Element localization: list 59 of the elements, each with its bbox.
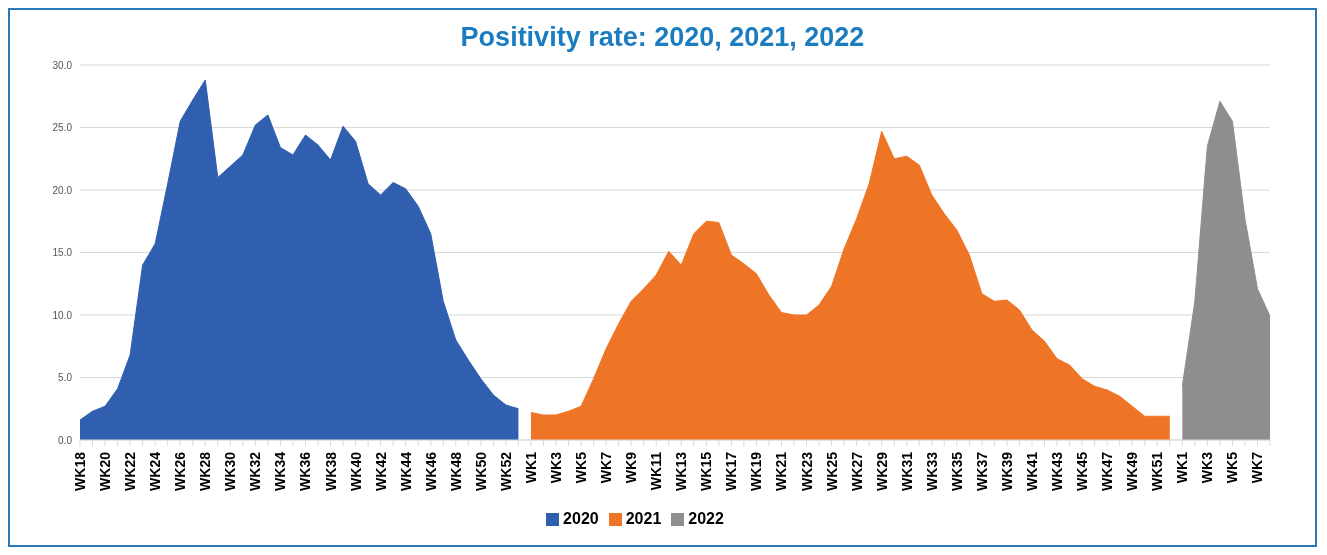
x-tick-label: WK3 [1199, 451, 1216, 484]
x-tick-label: WK38 [322, 451, 339, 491]
x-tick-label: WK23 [798, 451, 815, 491]
x-tick-label: WK33 [923, 451, 940, 491]
chart-title: Positivity rate: 2020, 2021, 2022 [459, 22, 866, 53]
x-tick-label: WK1 [522, 451, 539, 484]
x-tick-label: WK50 [472, 451, 489, 491]
x-tick-label: WK37 [973, 451, 990, 491]
x-tick-label: WK32 [247, 451, 264, 491]
y-tick-label: 0.0 [58, 434, 73, 446]
x-tick-label: WK24 [147, 451, 164, 491]
x-tick-label: WK3 [548, 451, 564, 484]
x-tick-label: WK39 [998, 451, 1015, 491]
legend-label: 2021 [625, 510, 662, 527]
x-tick-label: WK44 [397, 451, 414, 491]
x-tick-label: WK13 [673, 451, 690, 491]
y-tick-label: 15.0 [52, 247, 73, 259]
x-tick-label: WK19 [748, 451, 765, 491]
x-tick-label: WK46 [422, 451, 439, 491]
legend-label: 2020 [563, 510, 599, 527]
x-tick-label: WK52 [497, 451, 514, 491]
y-tick-label: 5.0 [58, 372, 73, 384]
x-tick-label: WK49 [1124, 451, 1141, 491]
x-tick-label: WK15 [698, 451, 715, 491]
y-tick-label: 30.0 [52, 59, 73, 71]
x-tick-label: WK28 [197, 451, 214, 491]
x-tick-label: WK22 [122, 451, 139, 491]
y-tick-label: 25.0 [52, 122, 73, 134]
x-tick-label: WK40 [347, 451, 364, 491]
y-tick-label: 10.0 [52, 309, 73, 321]
x-tick-label: WK45 [1074, 451, 1091, 491]
x-tick-label: WK21 [773, 451, 790, 491]
x-tick-label: WK18 [72, 451, 88, 491]
x-tick-label: WK17 [723, 451, 740, 491]
x-tick-label: WK43 [1049, 451, 1066, 491]
x-tick-label: WK26 [172, 451, 189, 491]
x-tick-label: WK27 [848, 451, 865, 491]
x-tick-label: WK5 [1224, 451, 1241, 484]
x-tick-label: WK29 [873, 451, 890, 491]
x-tick-label: WK11 [648, 451, 665, 491]
x-tick-label: WK47 [1099, 451, 1116, 491]
x-tick-label: WK34 [272, 451, 289, 491]
x-tick-label: WK7 [1249, 451, 1266, 484]
x-tick-label: WK41 [1024, 451, 1040, 491]
x-tick-label: WK20 [97, 451, 114, 491]
x-tick-label: WK30 [222, 451, 239, 491]
x-tick-label: WK36 [297, 451, 314, 491]
x-tick-label: WK51 [1149, 451, 1166, 491]
x-tick-label: WK9 [623, 451, 640, 484]
x-tick-label: WK31 [898, 451, 915, 491]
y-tick-label: 20.0 [52, 184, 73, 196]
x-tick-label: WK5 [573, 451, 590, 484]
x-tick-label: WK42 [372, 451, 389, 491]
x-tick-label: WK7 [598, 451, 615, 484]
x-tick-label: WK35 [948, 451, 965, 491]
x-tick-label: WK1 [1174, 451, 1191, 484]
legend-label: 2022 [688, 510, 724, 527]
x-tick-label: WK25 [823, 451, 840, 491]
x-tick-label: WK48 [447, 451, 464, 491]
